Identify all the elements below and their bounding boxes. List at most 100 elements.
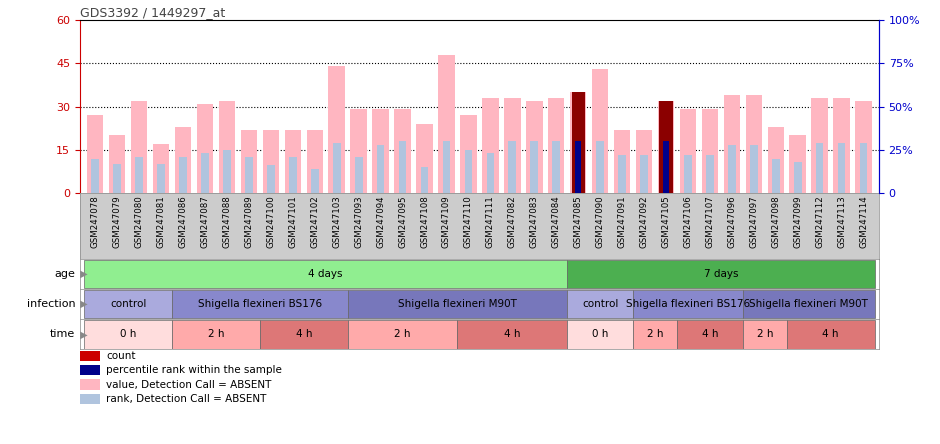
Bar: [80, 365, 100, 376]
Bar: [372, 110, 389, 193]
Text: GSM247108: GSM247108: [420, 195, 429, 248]
Bar: [575, 141, 581, 193]
Text: control: control: [582, 299, 619, 309]
Text: control: control: [110, 299, 147, 309]
Text: GSM247085: GSM247085: [573, 195, 583, 248]
Bar: [109, 135, 125, 193]
Bar: [794, 162, 802, 193]
Text: GSM247090: GSM247090: [596, 195, 604, 248]
Bar: [860, 143, 868, 193]
Bar: [680, 110, 697, 193]
Bar: [750, 145, 758, 193]
Text: GSM247080: GSM247080: [134, 195, 144, 248]
Bar: [328, 66, 345, 193]
Bar: [635, 130, 652, 193]
Text: GSM247087: GSM247087: [200, 195, 210, 248]
FancyBboxPatch shape: [743, 320, 787, 349]
Text: 0 h: 0 h: [592, 329, 608, 339]
Bar: [790, 135, 806, 193]
Bar: [548, 98, 564, 193]
FancyBboxPatch shape: [85, 260, 567, 288]
Text: 2 h: 2 h: [647, 329, 664, 339]
Bar: [706, 155, 713, 193]
Bar: [572, 92, 585, 193]
Bar: [482, 98, 498, 193]
Bar: [443, 141, 450, 193]
Bar: [772, 159, 779, 193]
Bar: [80, 394, 100, 404]
Text: GSM247098: GSM247098: [771, 195, 780, 248]
FancyBboxPatch shape: [172, 290, 348, 318]
Bar: [487, 153, 494, 193]
Text: GSM247111: GSM247111: [486, 195, 494, 248]
Text: GSM247101: GSM247101: [289, 195, 297, 248]
Bar: [664, 141, 668, 193]
Text: 4 h: 4 h: [295, 329, 312, 339]
Text: GSM247082: GSM247082: [508, 195, 517, 248]
Text: 7 days: 7 days: [704, 269, 738, 279]
Bar: [135, 157, 143, 193]
FancyBboxPatch shape: [259, 320, 348, 349]
Bar: [175, 127, 192, 193]
Text: GSM247089: GSM247089: [244, 195, 254, 248]
Text: 2 h: 2 h: [208, 329, 225, 339]
Text: ▶: ▶: [77, 269, 87, 279]
Text: GSM247094: GSM247094: [376, 195, 385, 248]
Bar: [614, 130, 631, 193]
Text: 4 h: 4 h: [822, 329, 838, 339]
FancyBboxPatch shape: [743, 290, 874, 318]
Bar: [816, 143, 823, 193]
Text: GSM247114: GSM247114: [859, 195, 868, 248]
Bar: [219, 101, 235, 193]
Bar: [351, 110, 367, 193]
Bar: [553, 141, 560, 193]
Bar: [157, 164, 164, 193]
Text: 0 h: 0 h: [120, 329, 136, 339]
Bar: [767, 127, 784, 193]
Text: 4 days: 4 days: [308, 269, 343, 279]
Text: GSM247096: GSM247096: [728, 195, 736, 248]
Bar: [421, 167, 429, 193]
FancyBboxPatch shape: [677, 320, 743, 349]
Bar: [461, 115, 477, 193]
Bar: [526, 101, 542, 193]
Text: GSM247091: GSM247091: [618, 195, 627, 248]
Text: ▶: ▶: [77, 329, 87, 339]
Text: percentile rank within the sample: percentile rank within the sample: [106, 365, 282, 375]
FancyBboxPatch shape: [633, 320, 677, 349]
Bar: [153, 144, 169, 193]
Bar: [201, 153, 209, 193]
Bar: [196, 104, 213, 193]
FancyBboxPatch shape: [348, 290, 567, 318]
Text: GSM247112: GSM247112: [815, 195, 824, 248]
Bar: [574, 143, 582, 193]
Bar: [91, 159, 99, 193]
Text: GSM247102: GSM247102: [310, 195, 320, 248]
Text: value, Detection Call = ABSENT: value, Detection Call = ABSENT: [106, 380, 272, 390]
Text: GSM247092: GSM247092: [639, 195, 649, 248]
Text: GDS3392 / 1449297_at: GDS3392 / 1449297_at: [80, 6, 226, 19]
Text: 2 h: 2 h: [394, 329, 411, 339]
Bar: [662, 141, 670, 193]
Bar: [285, 130, 301, 193]
Text: GSM247078: GSM247078: [91, 195, 100, 248]
Text: 4 h: 4 h: [504, 329, 521, 339]
Bar: [241, 130, 258, 193]
FancyBboxPatch shape: [567, 290, 633, 318]
Bar: [399, 141, 406, 193]
Text: GSM247113: GSM247113: [838, 195, 846, 248]
Bar: [245, 157, 253, 193]
Text: Shigella flexineri M90T: Shigella flexineri M90T: [749, 299, 869, 309]
Bar: [223, 150, 231, 193]
Bar: [333, 143, 340, 193]
Text: GSM247086: GSM247086: [179, 195, 188, 248]
Text: GSM247079: GSM247079: [113, 195, 121, 248]
Bar: [838, 143, 845, 193]
Bar: [377, 145, 384, 193]
Text: GSM247100: GSM247100: [266, 195, 275, 248]
Bar: [416, 124, 432, 193]
Text: GSM247088: GSM247088: [223, 195, 231, 248]
Text: GSM247109: GSM247109: [442, 195, 451, 248]
Text: GSM247097: GSM247097: [749, 195, 759, 248]
Bar: [80, 380, 100, 390]
